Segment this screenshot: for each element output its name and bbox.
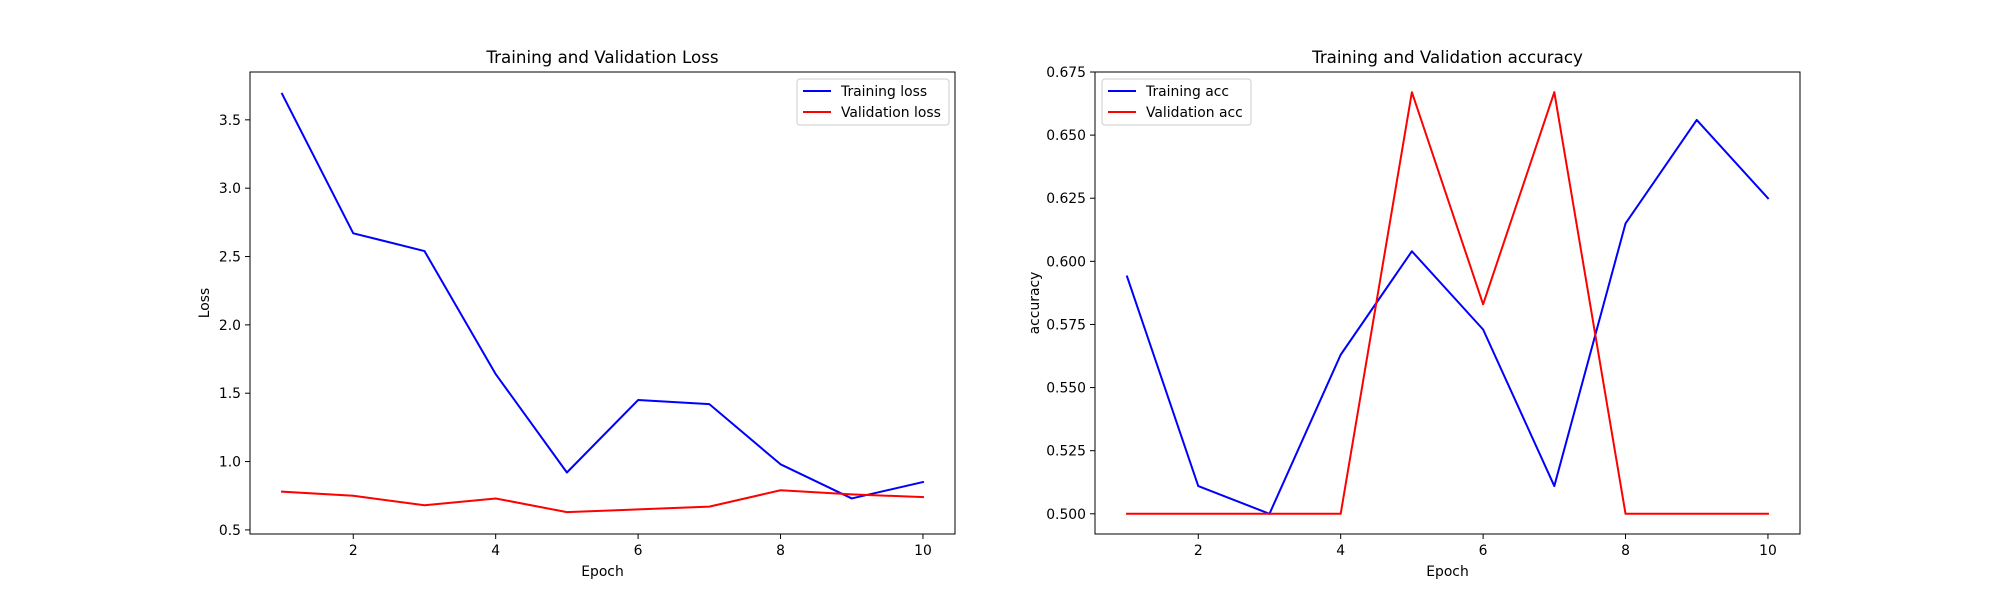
data-point: [1197, 485, 1200, 487]
legend: Training loss Validation loss: [796, 78, 950, 126]
data-point: [1767, 513, 1769, 515]
plot-frame: [1094, 71, 1801, 535]
chart-2: 2 4 6 8 10 0.500 0.525 0.550 0.575 0.600 0.625 0.65…: [1027, 47, 1801, 580]
y-tick-label: 0.525: [1046, 444, 1086, 460]
x-tick-label: 2: [1194, 543, 1203, 559]
data-point: [779, 489, 782, 492]
y-tick-label: 1.0: [219, 455, 241, 471]
data-point: [566, 511, 568, 513]
series-line-1: [1125, 118, 1770, 515]
data-point: [494, 373, 497, 375]
data-point: [1411, 91, 1413, 93]
data-point: [1197, 513, 1200, 515]
data-point: [708, 505, 711, 508]
legend-label: Validation acc: [1146, 105, 1243, 121]
x-tick-label: 6: [634, 543, 643, 559]
legend-label: Training acc: [1145, 84, 1229, 100]
data-point: [1695, 119, 1698, 121]
data-point: [281, 490, 283, 493]
legend: Training acc Validation acc: [1101, 78, 1252, 126]
y-tick-label: 0.5: [219, 523, 241, 539]
data-point: [423, 504, 426, 507]
chart-title: Training and Validation Loss: [485, 47, 718, 67]
data-point: [637, 399, 639, 401]
y-tick-label: 0.650: [1046, 128, 1086, 144]
y-tick-label: 0.625: [1046, 191, 1086, 207]
data-point: [352, 494, 355, 497]
x-tick-label: 10: [914, 543, 932, 559]
legend-label: Validation loss: [841, 105, 941, 121]
x-axis-label: Epoch: [581, 564, 624, 580]
data-point: [850, 493, 853, 496]
data-point: [1482, 303, 1484, 306]
series-line-2: [280, 489, 924, 514]
y-tick-label: 0.600: [1046, 254, 1086, 270]
data-point: [1411, 250, 1413, 253]
y-tick-label: 0.575: [1046, 317, 1086, 333]
chart-1: 2 4 6 8 10 0.5 1.0 1.5 2.0 2.5 3.0 3.5 Training and …: [197, 47, 956, 580]
plot-frame: [249, 71, 956, 535]
x-tick-label: 4: [1336, 543, 1345, 559]
data-point: [1268, 513, 1271, 515]
series-line-1: [280, 92, 925, 500]
data-point: [1126, 275, 1128, 278]
legend-box: [796, 78, 950, 126]
y-axis-label: accuracy: [1027, 272, 1043, 335]
y-tick-label: 2.5: [219, 250, 241, 266]
legend-box: [1101, 78, 1252, 126]
x-tick-label: 8: [1621, 543, 1630, 559]
data-point: [922, 481, 924, 483]
data-point: [1126, 513, 1128, 515]
y-tick-label: 2.0: [219, 318, 241, 334]
x-tick-label: 10: [1759, 543, 1777, 559]
legend-label: Training loss: [840, 84, 927, 100]
data-point: [1624, 513, 1627, 515]
x-tick-label: 6: [1479, 543, 1488, 559]
series-line-2: [1126, 91, 1769, 515]
data-point: [352, 232, 355, 235]
data-point: [922, 496, 924, 498]
x-tick-label: 8: [776, 543, 785, 559]
data-point: [1553, 485, 1556, 487]
data-point: [637, 508, 639, 511]
data-point: [281, 93, 283, 95]
y-tick-label: 3.0: [219, 181, 241, 197]
y-tick-label: 3.5: [219, 113, 241, 129]
x-axis-label: Epoch: [1426, 564, 1469, 580]
y-tick-label: 0.500: [1046, 507, 1086, 523]
data-point: [708, 403, 711, 405]
data-point: [566, 471, 568, 474]
data-point: [1624, 222, 1627, 225]
data-point: [1767, 197, 1769, 200]
data-point: [1339, 353, 1342, 356]
x-tick-label: 2: [349, 543, 358, 559]
x-tick-label: 4: [491, 543, 500, 559]
data-point: [850, 497, 853, 500]
data-point: [1482, 328, 1484, 331]
y-tick-label: 0.550: [1046, 381, 1086, 397]
data-point: [1553, 91, 1556, 93]
data-point: [1339, 513, 1342, 515]
chart-title: Training and Validation accuracy: [1311, 47, 1583, 67]
y-tick-label: 0.675: [1046, 65, 1086, 81]
data-point: [423, 250, 426, 252]
data-point: [779, 463, 782, 466]
data-point: [1695, 513, 1698, 515]
y-tick-label: 1.5: [219, 386, 241, 402]
y-axis-label: Loss: [197, 288, 213, 318]
data-point: [494, 497, 497, 500]
